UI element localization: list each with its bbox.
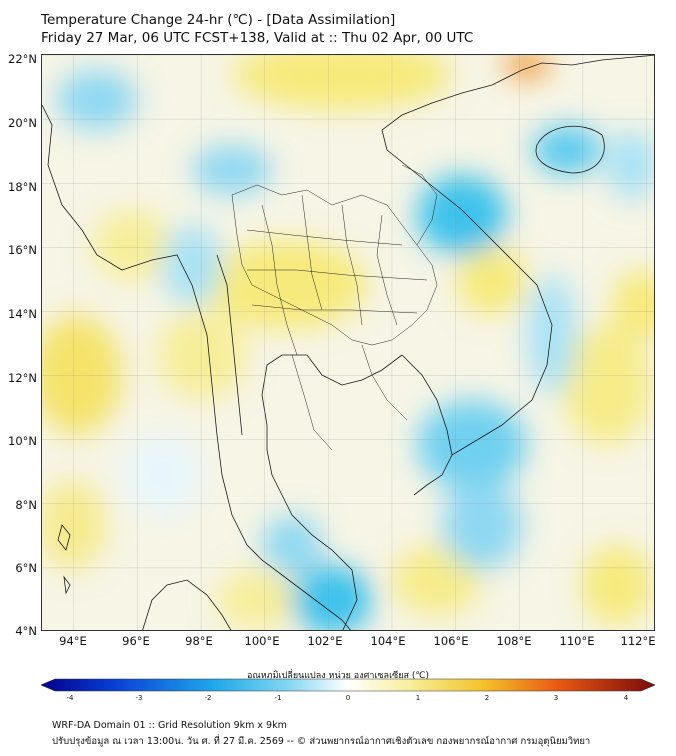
lon-label: 100°E xyxy=(244,634,280,648)
lon-label: 110°E xyxy=(559,634,595,648)
province-borders xyxy=(231,164,438,451)
chart-title: Temperature Change 24-hr (℃) - [Data Ass… xyxy=(41,12,396,28)
lat-label: 4°N xyxy=(15,624,37,638)
map-canvas xyxy=(42,55,654,630)
lat-label: 22°N xyxy=(8,52,37,66)
lat-label: 18°N xyxy=(8,180,37,194)
temperature-map xyxy=(41,54,655,631)
lon-label: 104°E xyxy=(370,634,406,648)
lat-label: 12°N xyxy=(8,371,37,385)
colorbar-tick: -2 xyxy=(204,694,212,702)
colorbar-fill xyxy=(41,678,655,692)
lat-label: 16°N xyxy=(8,243,37,257)
colorbar-tick: -4 xyxy=(66,694,74,702)
colorbar-tick: 2 xyxy=(484,694,490,702)
colorbar-tick: 1 xyxy=(415,694,421,702)
lon-label: 94°E xyxy=(59,634,87,648)
lon-label: 106°E xyxy=(433,634,469,648)
lon-label: 112°E xyxy=(620,634,656,648)
colorbar-title: อุณหภูมิเปลี่ยนแปลง หน่วย องศาเซลเซียส (… xyxy=(246,671,430,681)
colorbar-tick: -3 xyxy=(135,694,143,702)
lat-label: 8°N xyxy=(15,498,37,512)
footer-resolution: WRF-DA Domain 01 :: Grid Resolution 9km … xyxy=(52,720,287,731)
lon-label: 98°E xyxy=(185,634,213,648)
temperature-field xyxy=(42,55,654,630)
chart-subtitle: Friday 27 Mar, 06 UTC FCST+138, Valid at… xyxy=(41,30,474,46)
lat-label: 20°N xyxy=(8,116,37,130)
colorbar-tick: 3 xyxy=(553,694,559,702)
lat-label: 6°N xyxy=(15,561,37,575)
colorbar xyxy=(41,678,655,692)
colorbar-tick: 4 xyxy=(623,694,629,702)
gridlines xyxy=(42,55,654,630)
lon-label: 102°E xyxy=(307,634,343,648)
lat-label: 14°N xyxy=(8,307,37,321)
colorbar-tick: -1 xyxy=(274,694,282,702)
lat-label: 10°N xyxy=(8,434,37,448)
lon-label: 108°E xyxy=(496,634,532,648)
colorbar-tick: 0 xyxy=(345,694,351,702)
lon-label: 96°E xyxy=(122,634,150,648)
footer-credit: ปรับปรุงข้อมูล ณ เวลา 13:00น. วัน ศ. ที่… xyxy=(52,736,591,747)
